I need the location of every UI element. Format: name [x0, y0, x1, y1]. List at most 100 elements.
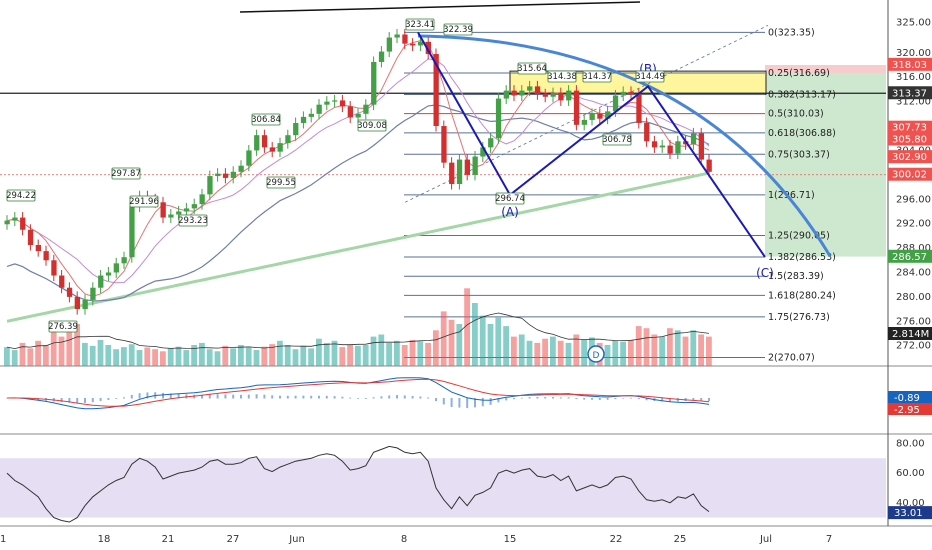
candle-body	[566, 90, 572, 101]
price-axis-tag	[888, 167, 932, 181]
candle-body	[605, 111, 611, 119]
price-axis-tick: 288.00	[896, 243, 931, 254]
macd-histogram-bar	[310, 395, 313, 399]
candle-body	[363, 104, 369, 114]
candle-body	[324, 101, 330, 105]
price-callout-box	[405, 18, 435, 31]
event-marker-icon[interactable]	[587, 345, 605, 363]
macd-histogram-bar	[591, 398, 593, 400]
volume-bar	[11, 350, 18, 366]
volume-bar	[526, 340, 533, 366]
price-callout-box	[517, 62, 547, 75]
candle-body	[597, 113, 603, 119]
macd-histogram-bar	[442, 398, 445, 405]
candle-body	[308, 113, 314, 117]
candle-body	[215, 173, 221, 177]
price-callout-box	[547, 70, 577, 83]
candle-body	[4, 220, 10, 225]
macd-histogram-bar	[614, 398, 617, 400]
volume-bar	[659, 336, 665, 366]
price-axis-tick: 320.00	[896, 48, 931, 59]
candle-body	[488, 138, 494, 148]
candle-body	[207, 176, 213, 195]
candle-body	[449, 162, 455, 184]
macd-histogram-bar	[99, 398, 102, 401]
volume-axis-tag	[888, 327, 932, 340]
macd-axis-tag	[888, 403, 932, 415]
candle-body	[355, 113, 361, 118]
volume-bar	[222, 345, 229, 366]
price-callout-label: 314.38	[547, 72, 577, 82]
candle-body	[316, 104, 322, 114]
volume-bar	[128, 344, 135, 366]
ma-200-line	[6, 171, 710, 323]
macd-histogram-bar	[60, 398, 63, 403]
macd-histogram-bar	[536, 396, 539, 399]
time-axis-tick: 8	[401, 534, 407, 545]
macd-histogram-bar	[349, 397, 352, 399]
volume-bar	[269, 344, 275, 366]
volume-bar	[175, 346, 182, 366]
price-axis-tick: 316.00	[896, 72, 931, 83]
volume-bar	[464, 288, 470, 366]
price-callout-box	[602, 133, 632, 146]
macd-histogram-bar	[68, 398, 71, 403]
volume-bar	[27, 348, 34, 366]
macd-histogram-bar	[208, 394, 211, 399]
volume-bar	[394, 340, 400, 366]
volume-bar	[347, 345, 353, 366]
macd-histogram-bar	[606, 398, 609, 400]
candle-body	[261, 135, 268, 148]
price-callout-box	[251, 113, 281, 126]
volume-bar	[674, 330, 681, 366]
macd-histogram-bar	[177, 393, 180, 399]
macd-histogram-bar	[669, 398, 671, 402]
candle-body	[519, 90, 525, 96]
fib-level-label: 0.25(316.69)	[768, 68, 830, 79]
volume-bar	[191, 345, 197, 366]
volume-bar	[651, 334, 658, 366]
candle-body	[230, 171, 236, 178]
candle-body	[690, 133, 697, 145]
macd-histogram-bar	[466, 398, 469, 409]
macd-histogram-bar	[115, 398, 118, 399]
candle-body	[51, 260, 57, 276]
macd-histogram-bar	[419, 396, 422, 399]
candle-body	[339, 100, 346, 107]
time-axis-tick: Jul	[759, 534, 772, 545]
wave-label-a: (A)	[501, 205, 519, 219]
price-callout-label: 293.23	[178, 216, 208, 226]
candle-body	[612, 95, 619, 112]
macd-histogram-bar	[279, 395, 281, 399]
volume-bar	[339, 347, 346, 366]
ma-50-line	[6, 104, 710, 302]
rsi-axis-tick: 80.00	[896, 438, 925, 449]
macd-histogram-bar	[637, 398, 640, 400]
macd-histogram-bar	[232, 394, 235, 399]
macd-histogram-bar	[474, 398, 476, 408]
price-axis-tick: 272.00	[896, 341, 931, 352]
macd-histogram-bar	[583, 398, 586, 400]
volume-bar	[284, 345, 291, 366]
macd-histogram-bar	[91, 398, 94, 403]
macd-histogram-bar	[201, 394, 203, 399]
macd-histogram-bar	[552, 397, 554, 399]
volume-bar	[362, 345, 369, 366]
time-axis-tick: 25	[674, 534, 687, 545]
candle-body	[347, 106, 353, 118]
macd-histogram-bar	[372, 397, 375, 399]
macd-histogram-bar	[240, 394, 242, 399]
macd-histogram-bar	[692, 398, 695, 401]
macd-histogram-bar	[76, 398, 79, 404]
wave-label-c: (C)	[756, 266, 774, 280]
volume-bar	[682, 336, 689, 366]
candle-body	[589, 113, 595, 120]
price-callout-box	[178, 214, 208, 227]
time-axis-tick: 22	[610, 534, 623, 545]
volume-bar	[456, 324, 463, 366]
volume-bar	[43, 345, 49, 366]
macd-signal-line	[7, 378, 710, 407]
volume-bar	[690, 330, 697, 366]
price-axis-tick: 292.00	[896, 219, 931, 230]
